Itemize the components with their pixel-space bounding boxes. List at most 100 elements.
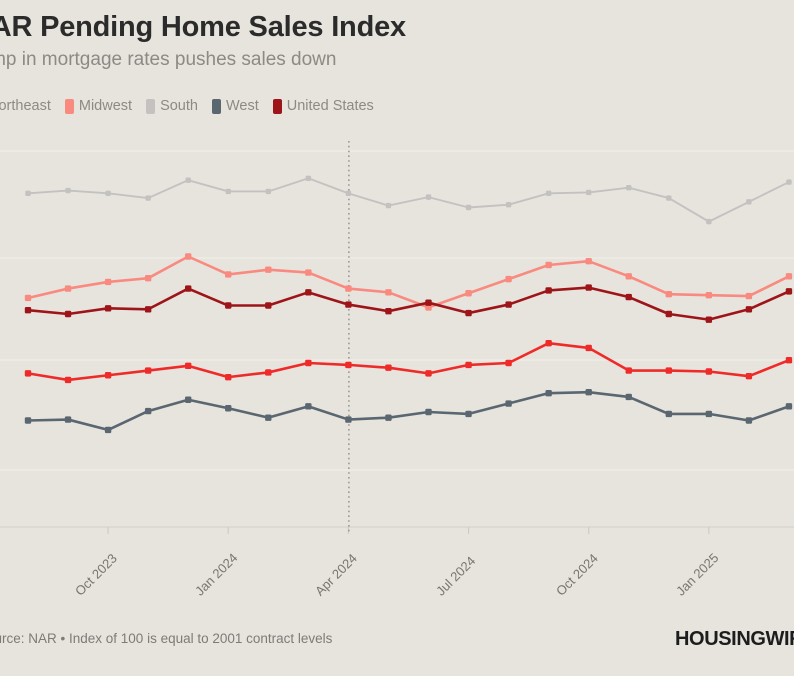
data-point-marker[interactable] (705, 291, 713, 299)
data-point-marker[interactable] (465, 361, 472, 369)
data-point-marker[interactable] (24, 417, 32, 424)
data-point-marker[interactable] (185, 177, 191, 183)
data-point-marker[interactable] (705, 316, 713, 323)
data-point-marker[interactable] (505, 400, 512, 407)
data-point-marker[interactable] (104, 372, 112, 379)
data-point-marker[interactable] (265, 266, 272, 273)
data-point-marker[interactable] (185, 285, 192, 292)
data-point-marker[interactable] (24, 370, 32, 377)
data-point-marker[interactable] (505, 275, 512, 283)
data-point-marker[interactable] (785, 288, 793, 295)
data-point-marker[interactable] (385, 307, 392, 315)
data-point-marker[interactable] (24, 294, 32, 302)
data-point-marker[interactable] (505, 359, 512, 367)
data-point-marker[interactable] (786, 179, 792, 185)
data-point-marker[interactable] (665, 291, 672, 298)
series-northeast[interactable] (24, 340, 793, 384)
data-point-marker[interactable] (425, 370, 432, 377)
data-point-marker[interactable] (545, 261, 552, 269)
data-point-marker[interactable] (585, 284, 592, 291)
data-point-marker[interactable] (665, 310, 672, 318)
data-point-marker[interactable] (225, 188, 231, 195)
data-point-marker[interactable] (185, 253, 192, 260)
data-point-marker[interactable] (305, 269, 312, 276)
data-point-marker[interactable] (385, 289, 392, 296)
data-point-marker[interactable] (144, 274, 152, 282)
data-point-marker[interactable] (104, 426, 112, 434)
data-point-marker[interactable] (585, 258, 592, 265)
data-point-marker[interactable] (505, 201, 512, 208)
data-point-marker[interactable] (145, 195, 151, 201)
data-point-marker[interactable] (505, 301, 512, 308)
series-midwest[interactable] (24, 253, 793, 311)
data-point-marker[interactable] (586, 189, 592, 196)
data-point-marker[interactable] (665, 367, 672, 374)
series-west[interactable] (24, 389, 793, 434)
data-point-marker[interactable] (385, 414, 392, 421)
data-point-marker[interactable] (746, 199, 752, 205)
data-point-marker[interactable] (65, 187, 71, 194)
data-point-marker[interactable] (225, 405, 232, 412)
data-point-marker[interactable] (185, 362, 192, 370)
data-point-marker[interactable] (745, 373, 753, 380)
data-point-marker[interactable] (545, 389, 552, 397)
data-point-marker[interactable] (104, 278, 112, 286)
legend-item-northeast[interactable]: Northeast (0, 98, 51, 114)
data-point-marker[interactable] (785, 356, 793, 364)
data-point-marker[interactable] (706, 218, 712, 225)
data-point-marker[interactable] (144, 306, 152, 313)
data-point-marker[interactable] (705, 368, 713, 375)
data-point-marker[interactable] (345, 361, 352, 369)
data-point-marker[interactable] (745, 306, 753, 313)
data-point-marker[interactable] (425, 299, 432, 306)
data-point-marker[interactable] (585, 389, 592, 396)
data-point-marker[interactable] (305, 403, 312, 410)
data-point-marker[interactable] (24, 307, 32, 314)
data-point-marker[interactable] (545, 190, 552, 197)
data-point-marker[interactable] (105, 190, 111, 197)
data-point-marker[interactable] (385, 202, 392, 209)
data-point-marker[interactable] (625, 393, 632, 401)
data-point-marker[interactable] (185, 396, 192, 403)
data-point-marker[interactable] (545, 340, 552, 347)
data-point-marker[interactable] (345, 416, 352, 423)
data-point-marker[interactable] (465, 410, 472, 418)
data-point-marker[interactable] (265, 188, 271, 195)
data-point-marker[interactable] (64, 310, 72, 318)
data-point-marker[interactable] (265, 369, 272, 376)
data-point-marker[interactable] (265, 302, 272, 309)
series-south[interactable] (25, 175, 792, 225)
data-point-marker[interactable] (666, 195, 672, 201)
data-point-marker[interactable] (465, 290, 472, 297)
data-point-marker[interactable] (465, 204, 472, 211)
data-point-marker[interactable] (345, 301, 352, 308)
data-point-marker[interactable] (625, 293, 632, 301)
data-point-marker[interactable] (225, 373, 232, 381)
data-point-marker[interactable] (64, 376, 72, 384)
data-point-marker[interactable] (705, 410, 713, 418)
data-point-marker[interactable] (745, 292, 753, 300)
data-point-marker[interactable] (585, 344, 592, 352)
data-point-marker[interactable] (25, 190, 31, 197)
data-point-marker[interactable] (745, 417, 753, 424)
data-point-marker[interactable] (104, 305, 112, 312)
data-point-marker[interactable] (144, 407, 152, 415)
data-point-marker[interactable] (665, 410, 672, 418)
data-point-marker[interactable] (265, 414, 272, 421)
data-point-marker[interactable] (465, 309, 472, 317)
data-point-marker[interactable] (385, 364, 392, 371)
data-point-marker[interactable] (144, 367, 152, 374)
data-point-marker[interactable] (305, 175, 312, 181)
data-point-marker[interactable] (625, 273, 632, 280)
data-point-marker[interactable] (64, 416, 72, 423)
data-point-marker[interactable] (64, 285, 72, 292)
data-point-marker[interactable] (626, 185, 632, 191)
data-point-marker[interactable] (305, 359, 312, 367)
data-point-marker[interactable] (225, 302, 232, 309)
data-point-marker[interactable] (625, 367, 632, 374)
data-point-marker[interactable] (545, 287, 552, 294)
legend-item-united-states[interactable]: United States (272, 98, 374, 114)
legend-item-south[interactable]: South (146, 98, 198, 114)
data-point-marker[interactable] (225, 271, 232, 278)
data-point-marker[interactable] (425, 408, 432, 416)
